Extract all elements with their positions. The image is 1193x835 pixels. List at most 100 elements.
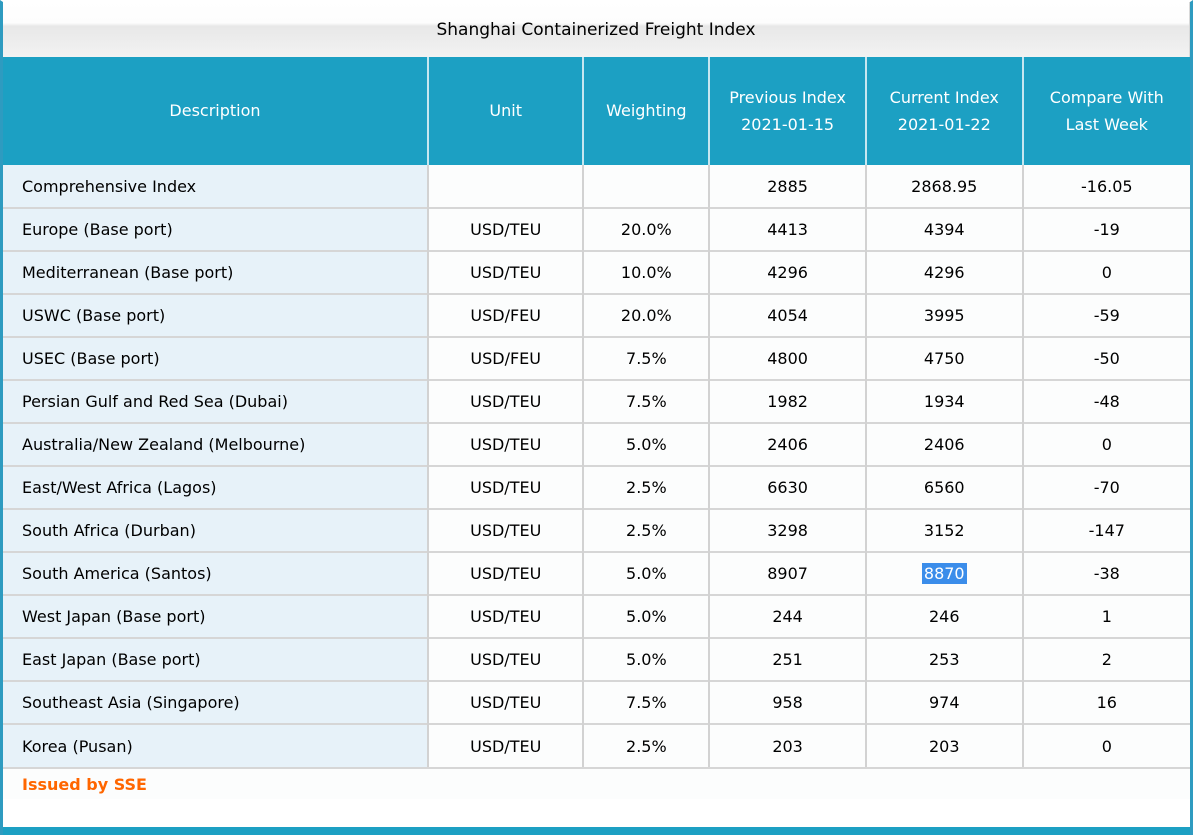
cell-weighting[interactable]: 2.5%: [582, 723, 710, 767]
cell-description[interactable]: East Japan (Base port): [3, 637, 428, 681]
cell-unit[interactable]: USD/TEU: [426, 551, 584, 595]
cell-current[interactable]: 2406: [864, 422, 1023, 466]
col-header-current-index: Current Index 2021-01-22: [864, 57, 1023, 165]
cell-description[interactable]: Korea (Pusan): [3, 723, 428, 767]
cell-previous[interactable]: 8907: [708, 551, 866, 595]
header-row: Description Unit Weighting Previous Inde…: [3, 57, 1190, 165]
cell-unit[interactable]: USD/TEU: [426, 508, 584, 552]
cell-weighting[interactable]: 5.0%: [582, 637, 710, 681]
cell-previous[interactable]: 1982: [708, 379, 866, 423]
cell-weighting[interactable]: 7.5%: [582, 379, 710, 423]
cell-current[interactable]: 2868.95: [864, 165, 1023, 208]
cell-unit[interactable]: USD/TEU: [426, 379, 584, 423]
cell-description[interactable]: East/West Africa (Lagos): [3, 465, 428, 509]
cell-previous[interactable]: 4054: [708, 293, 866, 337]
cell-previous[interactable]: 4800: [708, 336, 866, 380]
cell-unit[interactable]: USD/FEU: [426, 293, 584, 337]
cell-weighting[interactable]: [582, 165, 710, 208]
table-row: East/West Africa (Lagos) USD/TEU 2.5% 6630 6…: [3, 465, 1190, 509]
cell-description[interactable]: USEC (Base port): [3, 336, 428, 380]
cell-weighting[interactable]: 7.5%: [582, 680, 710, 724]
cell-unit[interactable]: [426, 165, 584, 208]
cell-unit[interactable]: USD/TEU: [426, 250, 584, 294]
cell-compare[interactable]: -147: [1021, 508, 1190, 552]
cell-previous[interactable]: 251: [708, 637, 866, 681]
cell-previous[interactable]: 3298: [708, 508, 866, 552]
table-row: USEC (Base port) USD/FEU 7.5% 4800 4750 -50: [3, 336, 1190, 380]
cell-weighting[interactable]: 5.0%: [582, 594, 710, 638]
cell-description[interactable]: USWC (Base port): [3, 293, 428, 337]
cell-weighting[interactable]: 10.0%: [582, 250, 710, 294]
cell-unit[interactable]: USD/TEU: [426, 422, 584, 466]
cell-compare[interactable]: -70: [1021, 465, 1190, 509]
table-row: Persian Gulf and Red Sea (Dubai) USD/TEU 7…: [3, 379, 1190, 423]
cell-weighting[interactable]: 20.0%: [582, 207, 710, 251]
cell-weighting[interactable]: 7.5%: [582, 336, 710, 380]
cell-current[interactable]: 1934: [864, 379, 1023, 423]
cell-description[interactable]: West Japan (Base port): [3, 594, 428, 638]
cell-compare[interactable]: 16: [1021, 680, 1190, 724]
cell-description[interactable]: Europe (Base port): [3, 207, 428, 251]
cell-unit[interactable]: USD/TEU: [426, 723, 584, 767]
cell-weighting[interactable]: 5.0%: [582, 551, 710, 595]
cell-previous[interactable]: 4413: [708, 207, 866, 251]
cell-previous[interactable]: 2885: [708, 165, 866, 208]
col-header-weighting: Weighting: [582, 57, 710, 165]
cell-compare[interactable]: -16.05: [1021, 165, 1190, 208]
cell-weighting[interactable]: 20.0%: [582, 293, 710, 337]
cell-unit[interactable]: USD/TEU: [426, 594, 584, 638]
cell-compare[interactable]: -19: [1021, 207, 1190, 251]
cell-current[interactable]: 6560: [864, 465, 1023, 509]
col-header-description: Description: [3, 57, 428, 165]
cell-weighting[interactable]: 2.5%: [582, 508, 710, 552]
col-header-unit: Unit: [426, 57, 584, 165]
cell-compare[interactable]: -50: [1021, 336, 1190, 380]
cell-description[interactable]: Persian Gulf and Red Sea (Dubai): [3, 379, 428, 423]
cell-current[interactable]: 8870: [864, 551, 1023, 595]
footer: Issued by SSE: [3, 767, 1190, 799]
cell-current[interactable]: 4750: [864, 336, 1023, 380]
cell-weighting[interactable]: 2.5%: [582, 465, 710, 509]
cell-description[interactable]: Mediterranean (Base port): [3, 250, 428, 294]
cell-current[interactable]: 246: [864, 594, 1023, 638]
cell-description[interactable]: Comprehensive Index: [3, 165, 428, 208]
cell-compare[interactable]: 0: [1021, 723, 1190, 767]
cell-compare[interactable]: -48: [1021, 379, 1190, 423]
cell-compare[interactable]: 2: [1021, 637, 1190, 681]
table-row: South America (Santos) USD/TEU 5.0% 8907 887…: [3, 551, 1190, 595]
cell-previous[interactable]: 958: [708, 680, 866, 724]
cell-previous[interactable]: 4296: [708, 250, 866, 294]
cell-unit[interactable]: USD/TEU: [426, 637, 584, 681]
cell-unit[interactable]: USD/FEU: [426, 336, 584, 380]
table-row: Southeast Asia (Singapore) USD/TEU 7.5% 958…: [3, 680, 1190, 724]
cell-current[interactable]: 3152: [864, 508, 1023, 552]
cell-compare[interactable]: -59: [1021, 293, 1190, 337]
page-title: Shanghai Containerized Freight Index: [436, 19, 756, 40]
cell-unit[interactable]: USD/TEU: [426, 680, 584, 724]
cell-compare[interactable]: 0: [1021, 250, 1190, 294]
cell-previous[interactable]: 2406: [708, 422, 866, 466]
cell-current[interactable]: 3995: [864, 293, 1023, 337]
cell-unit[interactable]: USD/TEU: [426, 207, 584, 251]
cell-compare[interactable]: -38: [1021, 551, 1190, 595]
cell-compare[interactable]: 1: [1021, 594, 1190, 638]
cell-description[interactable]: Australia/New Zealand (Melbourne): [3, 422, 428, 466]
cell-previous[interactable]: 244: [708, 594, 866, 638]
cell-weighting[interactable]: 5.0%: [582, 422, 710, 466]
cell-compare[interactable]: 0: [1021, 422, 1190, 466]
cell-current[interactable]: 253: [864, 637, 1023, 681]
cell-current[interactable]: 203: [864, 723, 1023, 767]
cell-description[interactable]: South America (Santos): [3, 551, 428, 595]
cell-description[interactable]: South Africa (Durban): [3, 508, 428, 552]
table-row: Australia/New Zealand (Melbourne) USD/TEU…: [3, 422, 1190, 466]
table-row: Comprehensive Index 2885 2868.95 -16.05: [3, 165, 1190, 208]
cell-unit[interactable]: USD/TEU: [426, 465, 584, 509]
cell-previous[interactable]: 6630: [708, 465, 866, 509]
cell-previous[interactable]: 203: [708, 723, 866, 767]
cell-current[interactable]: 4296: [864, 250, 1023, 294]
table-row: Europe (Base port) USD/TEU 20.0% 4413 4394 -1…: [3, 207, 1190, 251]
cell-current[interactable]: 4394: [864, 207, 1023, 251]
cell-current[interactable]: 974: [864, 680, 1023, 724]
cell-description[interactable]: Southeast Asia (Singapore): [3, 680, 428, 724]
